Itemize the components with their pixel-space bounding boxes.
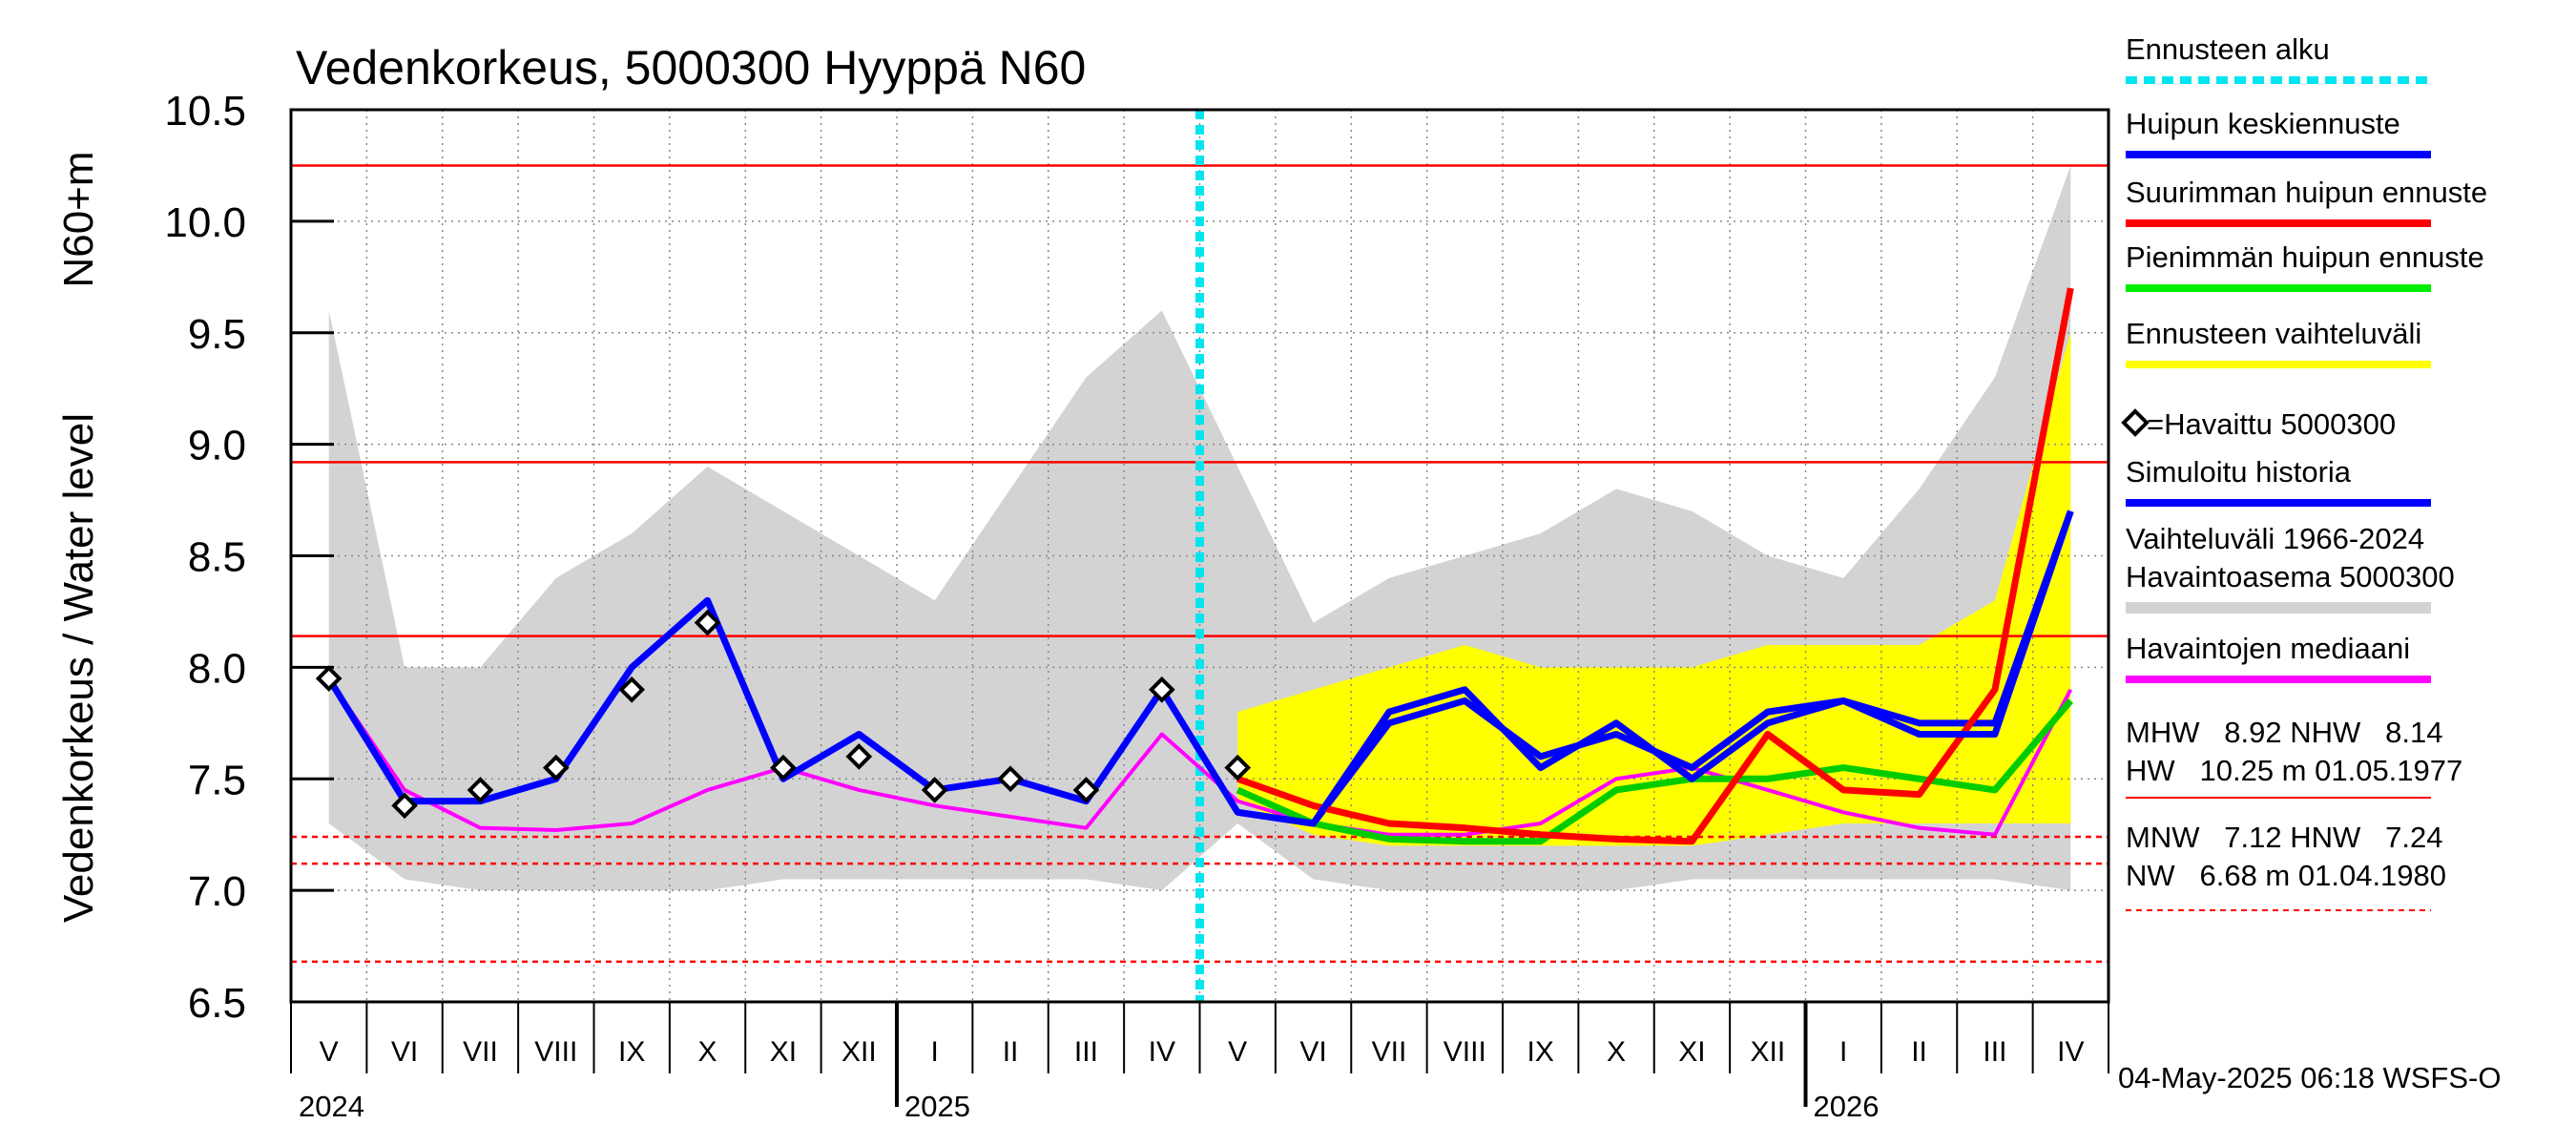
x-month-label: XI [770,1036,797,1068]
x-month-label: XII [1750,1036,1785,1068]
observed-point [997,765,1024,793]
observed-point [1224,754,1252,781]
legend-label: Simuloitu historia [2126,455,2352,489]
x-month-label: IX [618,1036,645,1068]
y-tick-label: 10.0 [164,199,246,246]
observed-point [845,743,873,770]
observed-markers [315,609,1252,820]
x-year-label: 2026 [1814,1090,1880,1123]
x-month-label: IX [1527,1036,1554,1068]
x-month-label: V [320,1036,339,1068]
legend-label: Suurimman huipun ennuste [2126,176,2487,209]
x-month-label: X [698,1036,717,1068]
axes: 6.57.07.58.08.59.09.510.010.5V VI VII VIII I… [164,88,2110,1123]
footer-timestamp: 04-May-2025 06:18 WSFS-O [2118,1061,2501,1094]
legend-label: Havaintoasema 5000300 [2126,560,2455,593]
y-tick-label: 9.0 [188,423,246,469]
x-month-label: V [1228,1036,1247,1068]
x-month-label: I [1839,1036,1847,1068]
x-month-label: VIII [534,1036,577,1068]
stats-row-1: MHW 8.92 NHW 8.14 [2126,716,2442,749]
stats-row-2: HW 10.25 m 01.05.1977 [2126,754,2462,787]
x-month-label: IV [1149,1036,1175,1068]
x-year-label: 2025 [904,1090,970,1123]
x-month-label: VII [463,1036,498,1068]
simulated-history-line [325,510,2074,827]
legend-label: Huipun keskiennuste [2126,107,2400,140]
x-month-label: I [931,1036,939,1068]
y-tick-label: 8.5 [188,534,246,581]
x-month-label: II [1003,1036,1019,1068]
observed-point [391,792,418,820]
x-month-label: VII [1372,1036,1407,1068]
max-peak-forecast-line [1236,287,2074,845]
legend-label: Vaihteluväli 1966-2024 [2126,522,2424,555]
forecast-range-band [1237,332,2071,846]
median-series-line [327,677,2073,837]
x-month-label: VIII [1444,1036,1486,1068]
observed-point [618,676,646,703]
x-month-label: IV [2057,1036,2084,1068]
y-tick-label: 8.0 [188,645,246,692]
x-month-label: II [1911,1036,1927,1068]
y-tick-label: 6.5 [188,980,246,1027]
y-axis-unit-label: N60+m [55,151,102,287]
x-month-label: XII [841,1036,877,1068]
observed-point [694,609,721,636]
legend: Ennusteen alku Huipun keskiennuste Suurimm… [2121,32,2487,683]
y-tick-label: 7.0 [188,868,246,915]
observed-point [315,665,343,692]
legend-label: Ennusteen vaihteluväli [2126,317,2421,350]
observed-point [921,777,948,803]
x-month-label: III [1074,1036,1098,1068]
legend-label: =Havaittu 5000300 [2147,407,2396,441]
x-month-label: VI [391,1036,418,1068]
x-month-label: X [1607,1036,1626,1068]
observed-point [467,777,494,803]
observed-point [1072,777,1100,803]
y-tick-label: 7.5 [188,757,246,803]
y-axis-label: Vedenkorkeus / Water level [55,413,102,923]
observed-point [770,754,797,781]
x-month-label: XI [1678,1036,1705,1068]
y-tick-label: 10.5 [164,88,246,135]
mean-peak-forecast-line [1236,510,2074,827]
stats-block: MHW 8.92 NHW 8.14 HW 10.25 m 01.05.1977 … [2126,716,2462,911]
stats-row-4: NW 6.68 m 01.04.1980 [2126,859,2446,892]
y-tick-label: 9.5 [188,311,246,358]
observed-point [542,754,570,781]
legend-label: Havaintojen mediaani [2126,632,2410,665]
legend-label: Pienimmän huipun ennuste [2126,240,2484,274]
x-year-label: 2024 [299,1090,364,1123]
series-lines [325,110,2074,1002]
observed-point [1148,676,1175,703]
chart-title: Vedenkorkeus, 5000300 Hyyppä N60 [296,41,1086,94]
legend-label: Ennusteen alku [2126,32,2330,66]
legend-marker [2121,408,2150,437]
stats-row-3: MNW 7.12 HNW 7.24 [2126,821,2442,854]
x-month-label: VI [1299,1036,1326,1068]
x-month-label: III [1983,1036,2006,1068]
